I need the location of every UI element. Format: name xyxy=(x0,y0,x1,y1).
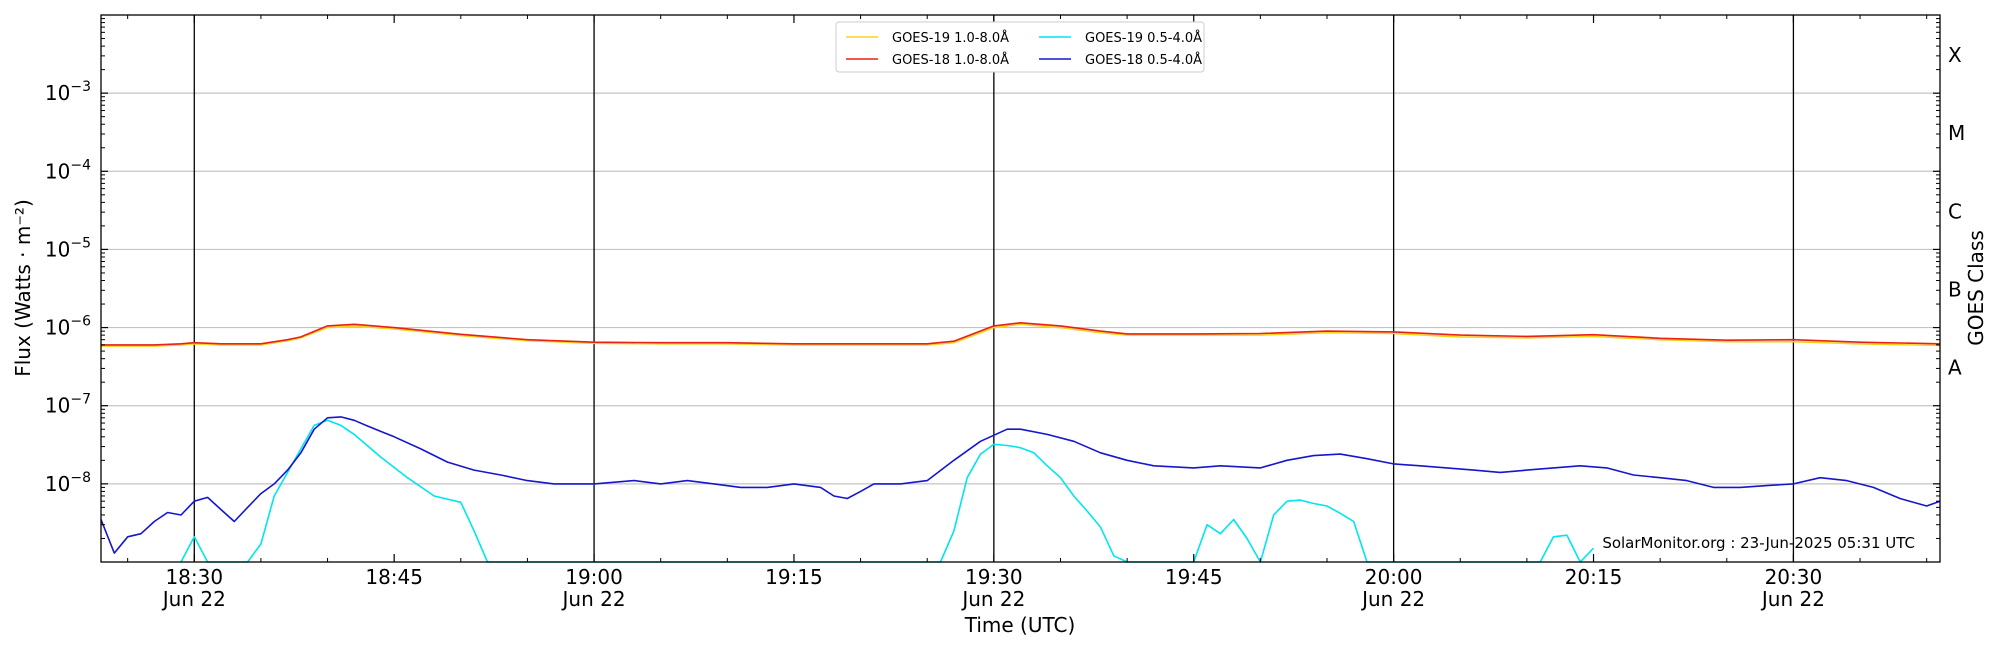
y-tick-exponent: −4 xyxy=(70,157,91,173)
goes-class-axis-label: GOES Class xyxy=(1964,230,1988,346)
legend-box xyxy=(835,21,1205,73)
x-tick-label-time: 19:00 xyxy=(565,565,623,589)
grid-lines xyxy=(101,92,1940,485)
y-tick-exponent: −7 xyxy=(70,392,91,408)
y-tick-base: 10 xyxy=(45,237,70,261)
y-tick-label: 10−5 xyxy=(45,235,91,261)
goes-class-b: B xyxy=(1948,278,1962,302)
legend-label: GOES-18 0.5-4.0Å xyxy=(1085,52,1202,68)
goes-class-m: M xyxy=(1948,121,1965,145)
solarmonitor-credit: SolarMonitor.org : 23-Jun-2025 05:31 UTC xyxy=(1602,534,1915,552)
y-tick-exponent: −5 xyxy=(70,235,91,251)
x-tick-label-date: Jun 22 xyxy=(1760,587,1825,611)
x-tick-label-date: Jun 22 xyxy=(1360,587,1425,611)
series-line-3 xyxy=(180,419,1595,563)
goes-class-labels: A B C M X xyxy=(1948,43,1965,380)
goes-class-c: C xyxy=(1948,199,1962,223)
x-tick-label-date: Jun 22 xyxy=(561,587,626,611)
y-tick-label: 10−6 xyxy=(45,314,91,340)
y-tick-base: 10 xyxy=(45,316,70,340)
y-tick-label: 10−8 xyxy=(45,470,91,496)
y-tick-exponent: −8 xyxy=(70,470,91,486)
legend-label: GOES-19 1.0-8.0Å xyxy=(892,30,1009,46)
goes-class-a: A xyxy=(1948,356,1962,380)
legend-label: GOES-19 0.5-4.0Å xyxy=(1085,30,1202,46)
legend-label: GOES-18 1.0-8.0Å xyxy=(892,52,1009,68)
y-tick-label: 10−4 xyxy=(45,157,91,183)
goes-class-x: X xyxy=(1948,43,1962,67)
x-tick-label-time: 20:30 xyxy=(1765,565,1823,589)
y-tick-exponent: −6 xyxy=(70,314,91,330)
y-axis-label-text: Flux (Watts · m⁻²) xyxy=(11,199,35,377)
x-tick-label-time: 18:30 xyxy=(165,565,223,589)
y-tick-exponent: −3 xyxy=(70,79,91,95)
x-tick-label-time: 19:15 xyxy=(765,565,823,589)
data-series xyxy=(100,321,1941,563)
y-axis-label: Flux (Watts · m⁻²) xyxy=(11,199,35,377)
vertical-time-markers xyxy=(193,15,1795,562)
plot-frame xyxy=(100,14,1941,563)
x-tick-label-time: 19:30 xyxy=(965,565,1023,589)
series-line-4 xyxy=(100,416,1941,554)
x-tick-label-date: Jun 22 xyxy=(960,587,1025,611)
legend: GOES-19 1.0-8.0Å GOES-18 1.0-8.0Å GOES-19 … xyxy=(835,21,1205,73)
y-tick-label: 10−7 xyxy=(45,392,91,418)
y-tick-label: 10−3 xyxy=(45,79,91,105)
y-tick-base: 10 xyxy=(45,394,70,418)
x-tick-label-time: 18:45 xyxy=(365,565,423,589)
x-tick-label-time: 19:45 xyxy=(1165,565,1223,589)
y-tick-base: 10 xyxy=(45,81,70,105)
x-tick-label-date: Jun 22 xyxy=(161,587,226,611)
y-tick-base: 10 xyxy=(45,472,70,496)
y-tick-base: 10 xyxy=(45,159,70,183)
series-line-2 xyxy=(101,321,1941,346)
x-tick-label-time: 20:00 xyxy=(1365,565,1423,589)
axis-ticks xyxy=(101,15,1940,562)
x-tick-label-time: 20:15 xyxy=(1565,565,1623,589)
series-line-1 xyxy=(101,323,1941,347)
x-axis-label: Time (UTC) xyxy=(964,613,1076,637)
